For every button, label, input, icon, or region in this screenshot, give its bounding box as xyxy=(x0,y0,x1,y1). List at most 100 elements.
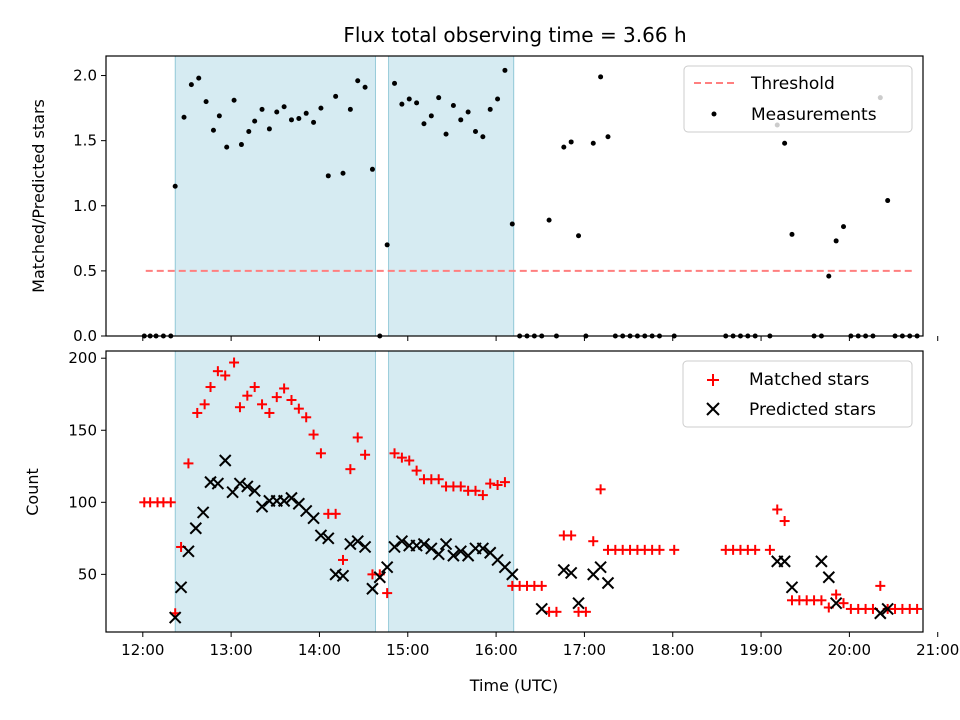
predicted-stars-point xyxy=(439,537,453,551)
measurements-point xyxy=(318,105,324,111)
y-tick-label: 100 xyxy=(68,493,97,511)
measurements-point xyxy=(188,82,194,88)
y-tick-label: 200 xyxy=(68,349,97,367)
matched-stars-point xyxy=(301,412,312,423)
measurements-point xyxy=(296,116,302,122)
matched-stars-point xyxy=(551,606,562,617)
predicted-stars-point xyxy=(432,547,445,561)
predicted-stars-point xyxy=(366,582,379,595)
legend-threshold-label: Threshold xyxy=(750,74,835,94)
chart-title: Flux total observing time = 3.66 h xyxy=(343,23,686,47)
measurements-point xyxy=(561,144,567,150)
matched-stars-point xyxy=(772,504,783,515)
matched-stars-point xyxy=(338,554,349,565)
predicted-stars-point xyxy=(815,555,828,568)
x-tick-label: 12:00 xyxy=(121,641,164,659)
predicted-stars-point xyxy=(277,494,291,508)
ratio-legend: Threshold Measurements xyxy=(683,65,913,133)
x-tick-label: 19:00 xyxy=(739,641,782,659)
predicted-stars-point xyxy=(358,540,372,554)
predicted-stars-point xyxy=(388,540,401,554)
matched-stars-point xyxy=(566,530,577,541)
count-x-ticks: 12:00 13:00 14:00 15:00 16:00 17:00 18:00 19:00… xyxy=(121,632,959,659)
measurements-point xyxy=(210,127,216,133)
legend-predicted-label: Predicted stars xyxy=(749,400,876,420)
matched-stars-point xyxy=(279,383,290,394)
matched-stars-point xyxy=(271,392,282,403)
predicted-stars-point xyxy=(196,506,210,519)
matched-stars-point xyxy=(389,448,400,459)
ratio-x-ticks xyxy=(142,336,939,341)
predicted-stars-point xyxy=(425,542,438,555)
predicted-stars-point xyxy=(314,529,328,542)
predicted-stars-point xyxy=(829,596,843,610)
legend-matched-swatch xyxy=(707,374,719,386)
ratio-plot: 0.00.51.01.52.0 Matched/Predicted stars … xyxy=(29,55,939,345)
measurements-point xyxy=(311,119,317,125)
matched-stars-point xyxy=(492,480,503,491)
measurements-point xyxy=(789,231,795,237)
matched-stars-point xyxy=(838,598,849,609)
predicted-stars-point xyxy=(447,549,460,562)
measurements-point xyxy=(414,100,420,106)
matched-stars-point xyxy=(831,589,842,600)
matched-stars-point xyxy=(455,481,466,492)
count-y-ticks: 50 100 150 200 xyxy=(68,349,106,583)
matched-stars-point xyxy=(308,429,319,440)
measurements-point xyxy=(509,221,515,227)
predicted-stars-point xyxy=(594,560,607,574)
matched-stars-point xyxy=(764,544,775,555)
measurements-point xyxy=(196,75,202,81)
matched-stars-point xyxy=(315,448,326,459)
matched-stars-point xyxy=(875,580,886,591)
y-tick-label: 0.0 xyxy=(73,327,97,345)
predicted-stars-point xyxy=(557,563,571,577)
matched-stars-point xyxy=(257,399,268,410)
measurements-point xyxy=(259,106,265,112)
predicted-stars-point xyxy=(322,532,335,545)
measurements-point xyxy=(274,109,280,115)
predicted-stars-point xyxy=(248,484,261,497)
predicted-stars-point xyxy=(168,611,182,624)
predicted-stars-point xyxy=(506,568,519,581)
matched-stars-point xyxy=(205,382,216,393)
x-tick-label: 20:00 xyxy=(828,641,871,659)
measurement-points xyxy=(141,67,920,339)
measurements-point xyxy=(576,233,582,239)
matched-stars-point xyxy=(477,490,488,501)
legend-matched-label: Matched stars xyxy=(749,370,869,390)
measurements-point xyxy=(590,140,596,146)
x-axis-label: Time (UTC) xyxy=(469,676,558,695)
measurements-point xyxy=(487,106,493,112)
matched-stars-point xyxy=(580,606,591,617)
measurements-point xyxy=(252,118,258,124)
measurements-point xyxy=(502,67,508,73)
matched-stars-point xyxy=(382,588,393,599)
measurements-point xyxy=(598,74,604,80)
measurements-point xyxy=(605,134,611,140)
measurements-point xyxy=(443,131,449,137)
ratio-y-ticks: 0.0 0.5 1.0 1.5 2.0 xyxy=(73,67,106,345)
measurements-point xyxy=(266,126,272,132)
count-plot: 50 100 150 200 12:00 13:00 14:00 15:00 16:00 17:… xyxy=(23,349,959,695)
matched-stars-point xyxy=(816,595,827,606)
predicted-stars-point xyxy=(785,581,799,594)
matched-stars-point xyxy=(588,536,599,547)
measurements-point xyxy=(826,273,832,279)
predicted-stars-point xyxy=(336,569,350,583)
count-y-axis-label: Count xyxy=(23,468,42,516)
matched-stars-point xyxy=(499,477,510,488)
y-tick-label: 50 xyxy=(78,565,97,583)
y-tick-label: 0.5 xyxy=(73,262,97,280)
measurements-point xyxy=(172,183,178,189)
measurements-point xyxy=(833,238,839,244)
measurements-point xyxy=(495,96,501,102)
matched-stars-point xyxy=(360,449,371,460)
measurements-point xyxy=(458,117,464,123)
observing-spans xyxy=(174,350,515,633)
observing-span-2 xyxy=(388,350,515,633)
predicted-stars-point xyxy=(255,500,269,513)
legend-predicted-swatch xyxy=(706,402,720,416)
measurements-point xyxy=(406,96,412,102)
predicted-stars-point xyxy=(601,576,615,590)
